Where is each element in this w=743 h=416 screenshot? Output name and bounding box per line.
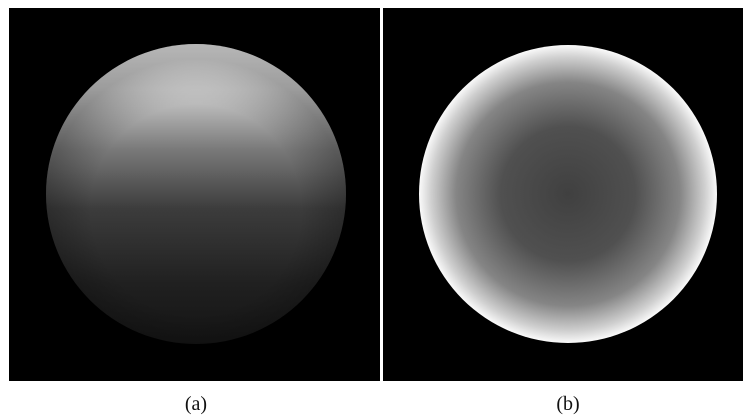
caption: (a) [185,393,207,415]
page: (a) (b) (() => { const data = JSON.parse… [0,0,743,416]
sphere-shading [46,44,346,344]
panel-b: (b) [383,8,743,415]
caption: (b) [556,393,579,415]
sphere [419,45,717,343]
figure: (a) (b) [0,0,743,416]
panel-a: (a) [9,8,380,415]
